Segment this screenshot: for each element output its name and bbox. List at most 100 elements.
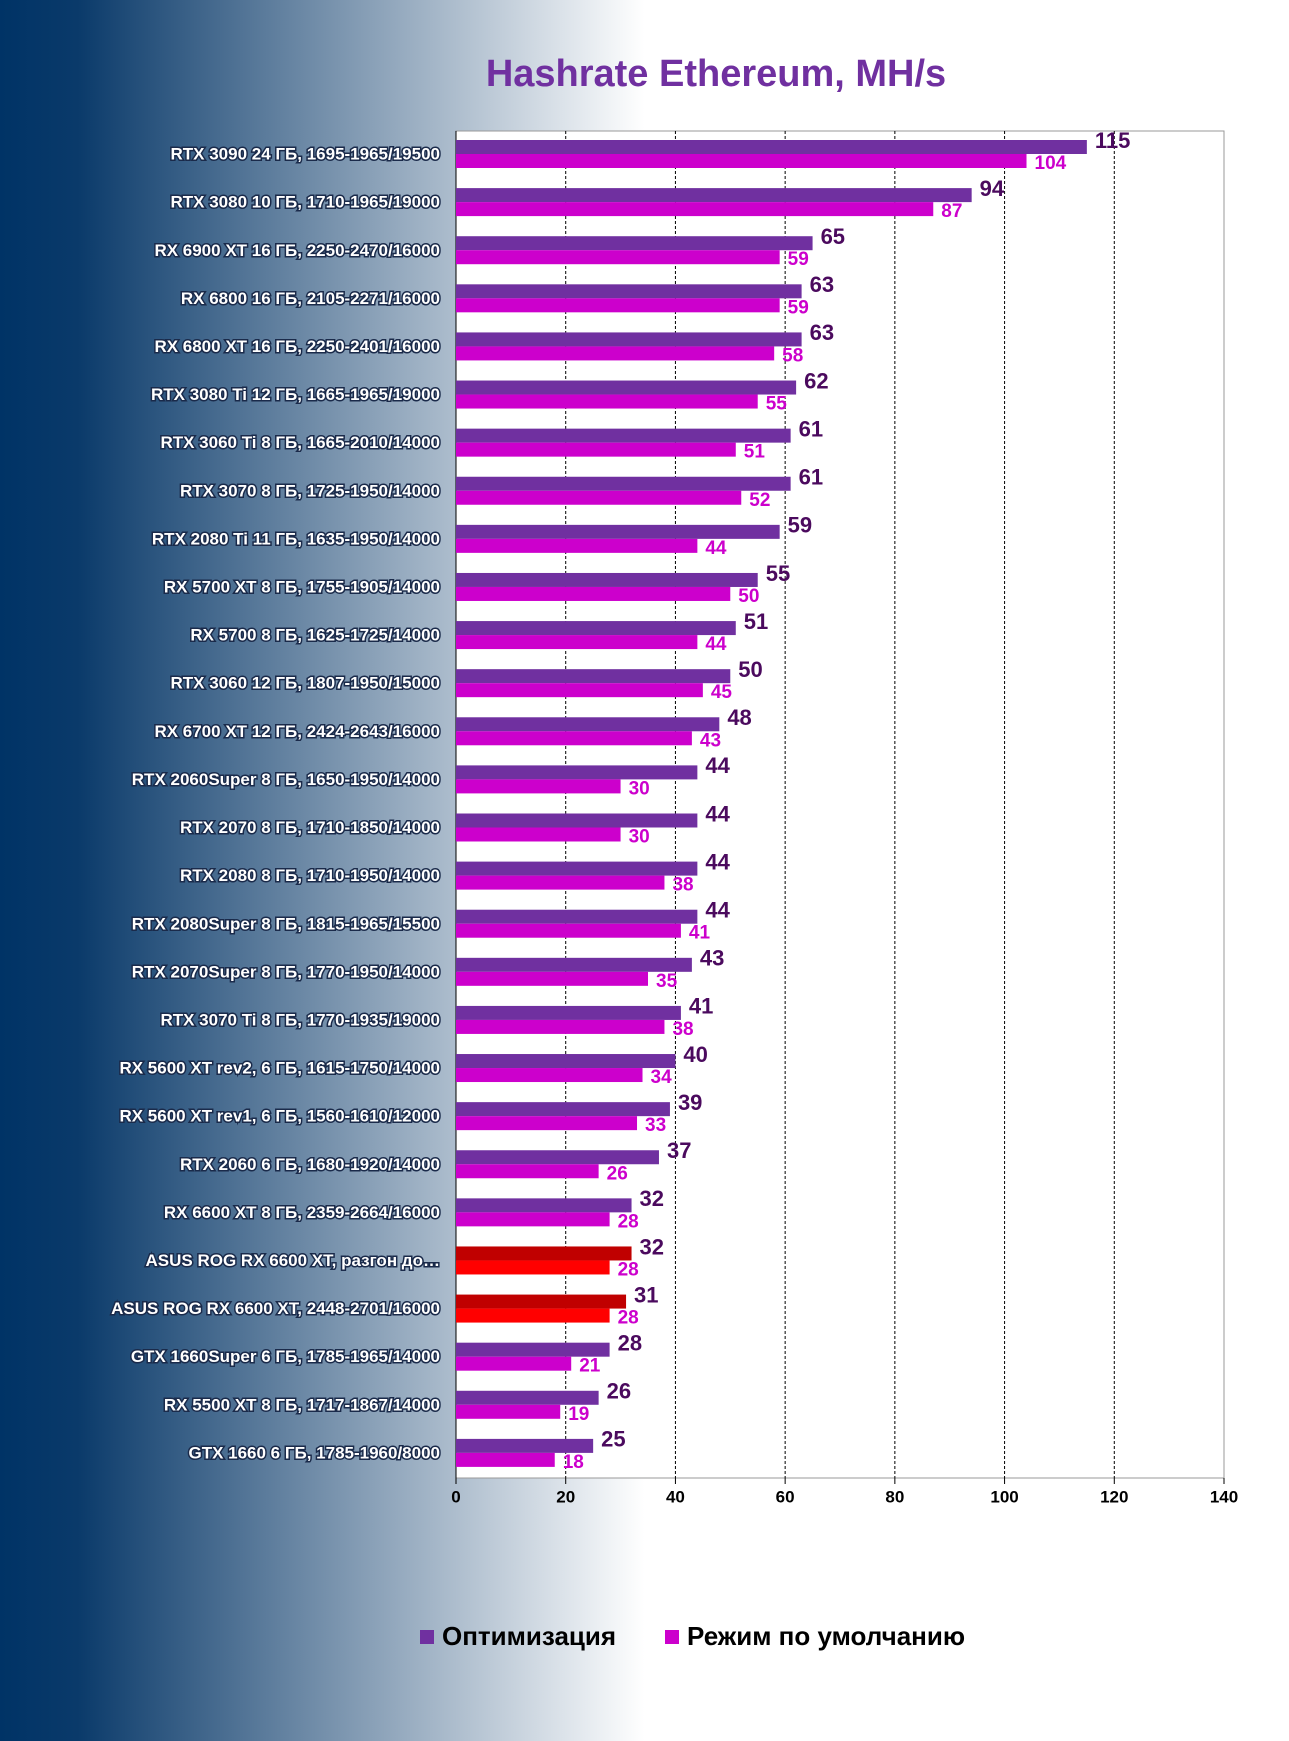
y-tick-label: ASUS ROG RX 6600 XT, разгон до… (146, 1251, 440, 1270)
bar (456, 957, 692, 972)
bar (456, 1198, 632, 1213)
y-tick-label: RTX 3090 24 ГБ, 1695-1965/19500 (171, 145, 441, 164)
value-label: 63 (810, 272, 834, 297)
value-label: 59 (788, 513, 812, 538)
bar (456, 524, 780, 539)
bar (456, 250, 780, 265)
value-label: 43 (700, 946, 724, 971)
y-tick-label: RTX 2070 8 ГБ, 1710-1850/14000 (180, 818, 440, 837)
value-label: 28 (618, 1308, 639, 1329)
bar (456, 428, 791, 443)
y-tick-label: RX 5700 XT 8 ГБ, 1755-1905/14000 (164, 578, 440, 597)
value-label: 63 (810, 320, 834, 345)
y-tick-label: GTX 1660 6 ГБ, 1785-1960/8000 (188, 1443, 440, 1462)
bar (456, 154, 1027, 168)
bar (456, 827, 621, 842)
value-label: 51 (744, 442, 766, 463)
value-label: 40 (683, 1042, 707, 1067)
value-label: 58 (782, 345, 803, 366)
value-label: 62 (804, 368, 828, 393)
bar (456, 1102, 670, 1117)
value-label: 61 (799, 465, 823, 490)
bar (456, 669, 731, 684)
value-label: 50 (738, 657, 762, 682)
y-tick-label: RX 6700 XT 12 ГБ, 2424-2643/16000 (154, 722, 440, 741)
bar (456, 731, 692, 746)
value-label: 25 (601, 1427, 625, 1452)
bar (456, 1164, 599, 1179)
value-label: 32 (640, 1234, 664, 1259)
bar (456, 1150, 659, 1165)
x-tick-label: 140 (1210, 1487, 1238, 1506)
chart-title: Hashrate Ethereum, MH/s (486, 53, 946, 95)
bar (456, 923, 681, 938)
value-label: 45 (711, 682, 733, 703)
y-tick-label: RX 5700 8 ГБ, 1625-1725/14000 (190, 626, 440, 645)
value-label: 65 (821, 224, 845, 249)
bar (456, 1404, 561, 1419)
y-tick-label: RX 5600 XT rev1, 6 ГБ, 1560-1610/12000 (119, 1107, 440, 1126)
value-label: 41 (689, 994, 713, 1019)
bar (456, 1212, 610, 1227)
value-label: 26 (607, 1379, 631, 1404)
legend-swatch (665, 1630, 679, 1644)
bar (456, 380, 797, 395)
value-label: 51 (744, 609, 768, 634)
bar (456, 1438, 594, 1453)
y-tick-label: RX 6800 16 ГБ, 2105-2271/16000 (181, 289, 440, 308)
bar (456, 635, 698, 650)
value-label: 44 (705, 753, 730, 778)
value-label: 35 (656, 971, 678, 992)
y-tick-label: RTX 2070Super 8 ГБ, 1770-1950/14000 (132, 962, 440, 981)
value-label: 44 (705, 849, 730, 874)
x-tick-label: 120 (1100, 1487, 1128, 1506)
value-label: 50 (738, 586, 759, 607)
y-tick-label: RTX 2080 8 ГБ, 1710-1950/14000 (180, 866, 440, 885)
bar (456, 538, 698, 553)
y-tick-label: RX 6600 XT 8 ГБ, 2359-2664/16000 (164, 1203, 440, 1222)
value-label: 26 (607, 1163, 628, 1184)
x-tick-label: 60 (776, 1487, 795, 1506)
value-label: 28 (618, 1330, 642, 1355)
value-label: 55 (766, 394, 788, 415)
y-tick-label: RTX 3080 Ti 12 ГБ, 1665-1965/19000 (151, 385, 440, 404)
value-label: 104 (1035, 153, 1067, 174)
bar (456, 346, 775, 361)
legend-swatch (420, 1630, 434, 1644)
value-label: 18 (563, 1452, 584, 1473)
y-tick-label: RTX 2060 6 ГБ, 1680-1920/14000 (180, 1155, 440, 1174)
y-tick-label: RX 5500 XT 8 ГБ, 1717-1867/14000 (164, 1395, 440, 1414)
value-label: 48 (727, 705, 751, 730)
bar (456, 1116, 638, 1131)
y-tick-label: RTX 2080Super 8 ГБ, 1815-1965/15500 (132, 914, 440, 933)
x-tick-label: 100 (990, 1487, 1018, 1506)
y-tick-label: RTX 3070 8 ГБ, 1725-1950/14000 (180, 481, 440, 500)
value-label: 61 (799, 416, 823, 441)
y-tick-label: GTX 1660Super 6 ГБ, 1785-1965/14000 (131, 1347, 440, 1366)
bar (456, 1019, 665, 1034)
value-label: 44 (705, 801, 730, 826)
value-label: 41 (689, 923, 711, 944)
value-label: 30 (629, 827, 650, 848)
bar (456, 202, 934, 217)
bar (456, 1390, 599, 1405)
bar (456, 442, 736, 457)
value-label: 19 (568, 1404, 589, 1425)
bar (456, 236, 813, 251)
bar (456, 1452, 555, 1467)
value-label: 33 (645, 1115, 666, 1136)
value-label: 39 (678, 1090, 702, 1115)
value-label: 37 (667, 1138, 691, 1163)
value-label: 55 (766, 561, 790, 586)
y-tick-label: RX 5600 XT rev2, 6 ГБ, 1615-1750/14000 (119, 1059, 440, 1078)
bar (456, 332, 802, 347)
y-tick-label: RTX 3060 Ti 8 ГБ, 1665-2010/14000 (160, 433, 440, 452)
bar (456, 140, 1087, 154)
value-label: 44 (705, 634, 727, 655)
value-label: 34 (651, 1067, 673, 1088)
bar (456, 476, 791, 491)
x-tick-label: 80 (885, 1487, 904, 1506)
bar (456, 909, 698, 924)
